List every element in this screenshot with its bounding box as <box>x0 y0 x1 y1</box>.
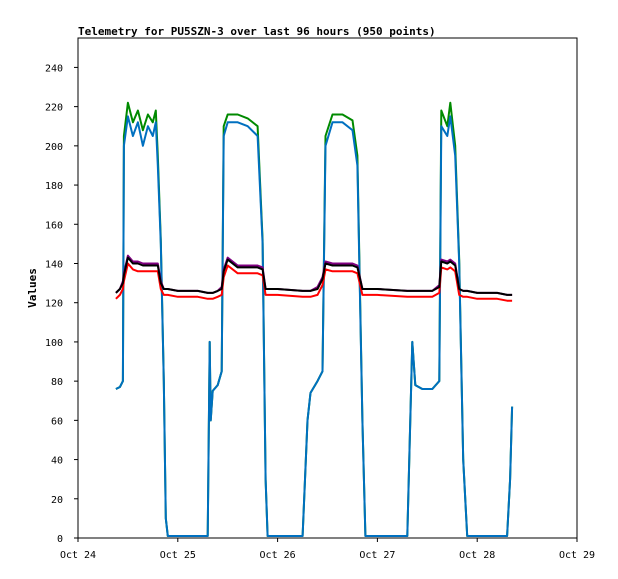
y-tick-label: 40 <box>51 456 63 467</box>
y-tick-label: 180 <box>45 181 63 192</box>
y-tick-label: 220 <box>45 103 63 114</box>
chart-title: Telemetry for PU5SZN-3 over last 96 hour… <box>78 25 436 38</box>
y-tick-label: 160 <box>45 220 63 231</box>
x-tick-label: Oct 28 <box>459 550 495 561</box>
x-tick-label: Oct 29 <box>559 550 595 561</box>
y-axis-label: Values <box>26 268 39 308</box>
y-tick-label: 0 <box>57 534 63 545</box>
series-line <box>115 115 514 537</box>
x-tick-label: Oct 27 <box>359 550 395 561</box>
x-tick-label: Oct 25 <box>160 550 196 561</box>
y-tick-label: 120 <box>45 299 63 310</box>
plot-frame <box>77 37 578 539</box>
y-tick-label: 200 <box>45 142 63 153</box>
x-tick-label: Oct 26 <box>260 550 296 561</box>
x-tick-label: Oct 24 <box>60 550 96 561</box>
y-tick-label: 240 <box>45 63 63 74</box>
y-tick-label: 80 <box>51 377 63 388</box>
y-tick-label: 20 <box>51 495 63 506</box>
series-line <box>115 256 513 296</box>
series-line <box>115 262 513 302</box>
y-tick-label: 140 <box>45 259 63 270</box>
y-tick-label: 60 <box>51 416 63 427</box>
y-tick-label: 100 <box>45 338 63 349</box>
